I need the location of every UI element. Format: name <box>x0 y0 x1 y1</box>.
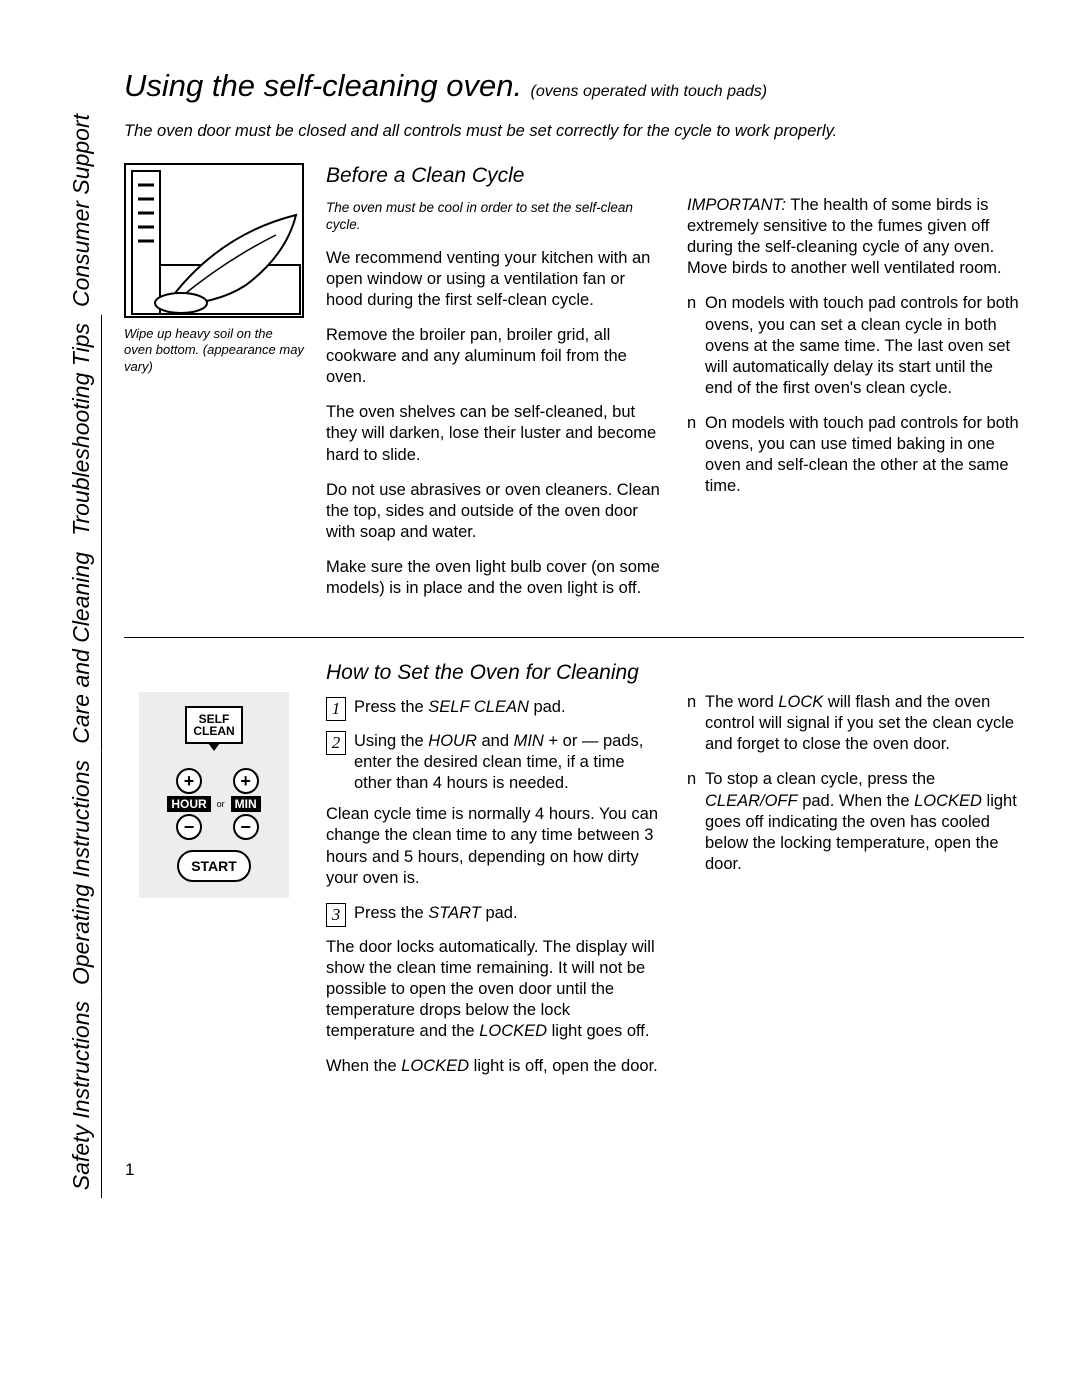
self-clean-button-icon: SELF CLEAN <box>185 706 243 744</box>
page-subtitle: (ovens operated with touch pads) <box>531 83 768 100</box>
section-before-clean: Wipe up heavy soil on the oven bottom. (… <box>124 163 1024 613</box>
s1-p1: We recommend venting your kitchen with a… <box>326 248 663 311</box>
tab-safety: Safety Instructions <box>62 993 102 1198</box>
control-panel-illustration: SELF CLEAN + HOUR − or + MIN <box>139 692 289 898</box>
s1-p2: Remove the broiler pan, broiler grid, al… <box>326 325 663 388</box>
s1-p4: Do not use abrasives or oven cleaners. C… <box>326 480 663 543</box>
page-title: Using the self-cleaning oven. <box>124 68 522 103</box>
or-label: or <box>217 799 225 809</box>
tab-consumer: Consumer Support <box>62 106 102 315</box>
s1-p3: The oven shelves can be self-cleaned, bu… <box>326 402 663 465</box>
s1-p5: Make sure the oven light bulb cover (on … <box>326 557 663 599</box>
s1-p0: The oven must be cool in order to set th… <box>326 200 663 234</box>
section1-col1: Before a Clean Cycle The oven must be co… <box>326 163 663 613</box>
step-1: 1 Press the SELF CLEAN pad. <box>326 697 663 721</box>
illustration-caption: Wipe up heavy soil on the oven bottom. (… <box>124 326 304 375</box>
start-button-icon: START <box>177 850 251 882</box>
tab-troubleshooting: Troubleshooting Tips <box>62 315 102 544</box>
hour-control-icon: + HOUR − <box>167 768 210 840</box>
tab-care: Care and Cleaning <box>62 544 102 752</box>
s2-p2: The door locks automatically. The displa… <box>326 937 663 1043</box>
section-how-to-set: SELF CLEAN + HOUR − or + MIN <box>124 660 1024 1091</box>
section-divider <box>124 637 1024 638</box>
s2-bullet1: n The word LOCK will flash and the oven … <box>687 692 1024 755</box>
tab-operating: Operating Instructions <box>62 752 102 993</box>
page-note: The oven door must be closed and all con… <box>124 122 1024 141</box>
oven-wipe-illustration <box>124 163 304 318</box>
page-number: 1 <box>125 1160 134 1180</box>
s2-p1: Clean cycle time is normally 4 hours. Yo… <box>326 804 663 888</box>
step-3: 3 Press the START pad. <box>326 903 663 927</box>
section1-heading: Before a Clean Cycle <box>326 163 663 190</box>
s1-bullet1: n On models with touch pad controls for … <box>687 293 1024 399</box>
section2-col2: n The word LOCK will flash and the oven … <box>687 660 1024 1091</box>
section2-col1: How to Set the Oven for Cleaning 1 Press… <box>326 660 663 1091</box>
s2-p3: When the LOCKED light is off, open the d… <box>326 1056 663 1077</box>
section2-heading: How to Set the Oven for Cleaning <box>326 660 663 687</box>
step-2: 2 Using the HOUR and MIN + or — pads, en… <box>326 731 663 794</box>
min-control-icon: + MIN − <box>231 768 261 840</box>
section1-col2: IMPORTANT: The health of some birds is e… <box>687 163 1024 613</box>
important-note: IMPORTANT: The health of some birds is e… <box>687 195 1024 279</box>
side-tabs: Safety Instructions Operating Instructio… <box>62 68 102 1198</box>
s1-bullet2: n On models with touch pad controls for … <box>687 413 1024 497</box>
s2-bullet2: n To stop a clean cycle, press the CLEAR… <box>687 769 1024 875</box>
